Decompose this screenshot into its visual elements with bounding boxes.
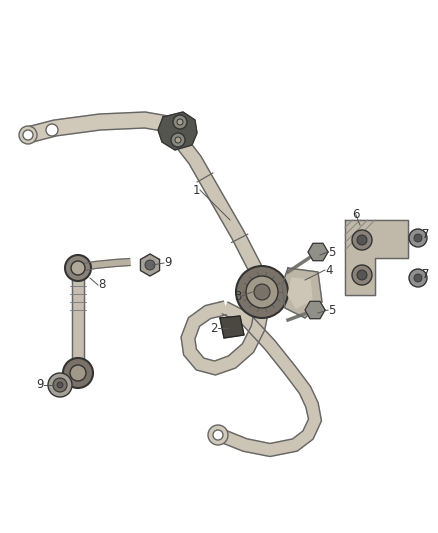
Circle shape — [357, 270, 367, 280]
Circle shape — [173, 115, 187, 129]
Circle shape — [48, 373, 72, 397]
Circle shape — [23, 130, 33, 140]
Circle shape — [145, 260, 155, 270]
Polygon shape — [26, 112, 183, 143]
Polygon shape — [282, 268, 322, 318]
Polygon shape — [78, 259, 130, 271]
Polygon shape — [181, 301, 269, 375]
Circle shape — [57, 382, 63, 388]
Circle shape — [414, 274, 422, 282]
Text: 3: 3 — [235, 289, 242, 303]
Circle shape — [409, 229, 427, 247]
Text: 7: 7 — [422, 229, 430, 241]
Circle shape — [19, 126, 37, 144]
Circle shape — [46, 124, 58, 136]
Polygon shape — [308, 244, 328, 261]
Text: 1: 1 — [192, 183, 200, 197]
Polygon shape — [288, 278, 312, 308]
Circle shape — [352, 265, 372, 285]
Circle shape — [63, 358, 93, 388]
Circle shape — [409, 269, 427, 287]
Polygon shape — [72, 272, 84, 368]
Circle shape — [236, 266, 288, 318]
Text: 2: 2 — [211, 321, 218, 335]
Circle shape — [208, 425, 228, 445]
Polygon shape — [141, 254, 159, 276]
Text: 6: 6 — [352, 208, 360, 222]
Polygon shape — [158, 112, 197, 150]
Circle shape — [70, 365, 86, 381]
Text: 4: 4 — [325, 263, 332, 277]
Polygon shape — [218, 302, 321, 456]
Polygon shape — [220, 316, 244, 338]
Circle shape — [213, 430, 223, 440]
Circle shape — [71, 261, 85, 275]
Polygon shape — [305, 301, 325, 319]
Circle shape — [177, 119, 183, 125]
Circle shape — [246, 276, 278, 308]
Text: 7: 7 — [422, 269, 430, 281]
Circle shape — [171, 133, 185, 147]
Text: 9: 9 — [36, 378, 44, 392]
Polygon shape — [345, 220, 408, 295]
Circle shape — [175, 137, 181, 143]
Polygon shape — [173, 134, 268, 290]
Circle shape — [357, 235, 367, 245]
Circle shape — [254, 284, 270, 300]
Text: 5: 5 — [328, 246, 336, 259]
Circle shape — [65, 255, 91, 281]
Text: 8: 8 — [98, 279, 106, 292]
Circle shape — [414, 234, 422, 242]
Circle shape — [352, 230, 372, 250]
Text: 5: 5 — [328, 303, 336, 317]
Text: 9: 9 — [164, 256, 172, 270]
Circle shape — [53, 378, 67, 392]
